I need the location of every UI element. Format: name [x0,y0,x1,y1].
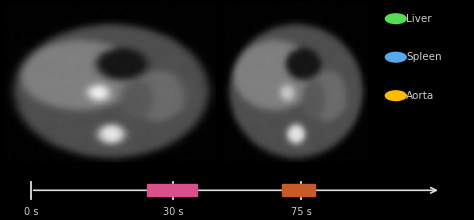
Text: 30 s: 30 s [163,207,183,217]
Bar [147,184,197,196]
Text: Arterial phase: Arterial phase [135,150,209,160]
Text: 0 s: 0 s [24,207,38,217]
Circle shape [385,91,406,101]
Bar [282,184,315,196]
Text: 75 s: 75 s [291,207,311,217]
Text: Aorta: Aorta [406,91,435,101]
Text: Spleen: Spleen [406,52,442,62]
Circle shape [385,14,406,24]
Text: Portal venous phase: Portal venous phase [246,150,352,160]
Circle shape [385,52,406,62]
Text: Liver: Liver [406,14,432,24]
